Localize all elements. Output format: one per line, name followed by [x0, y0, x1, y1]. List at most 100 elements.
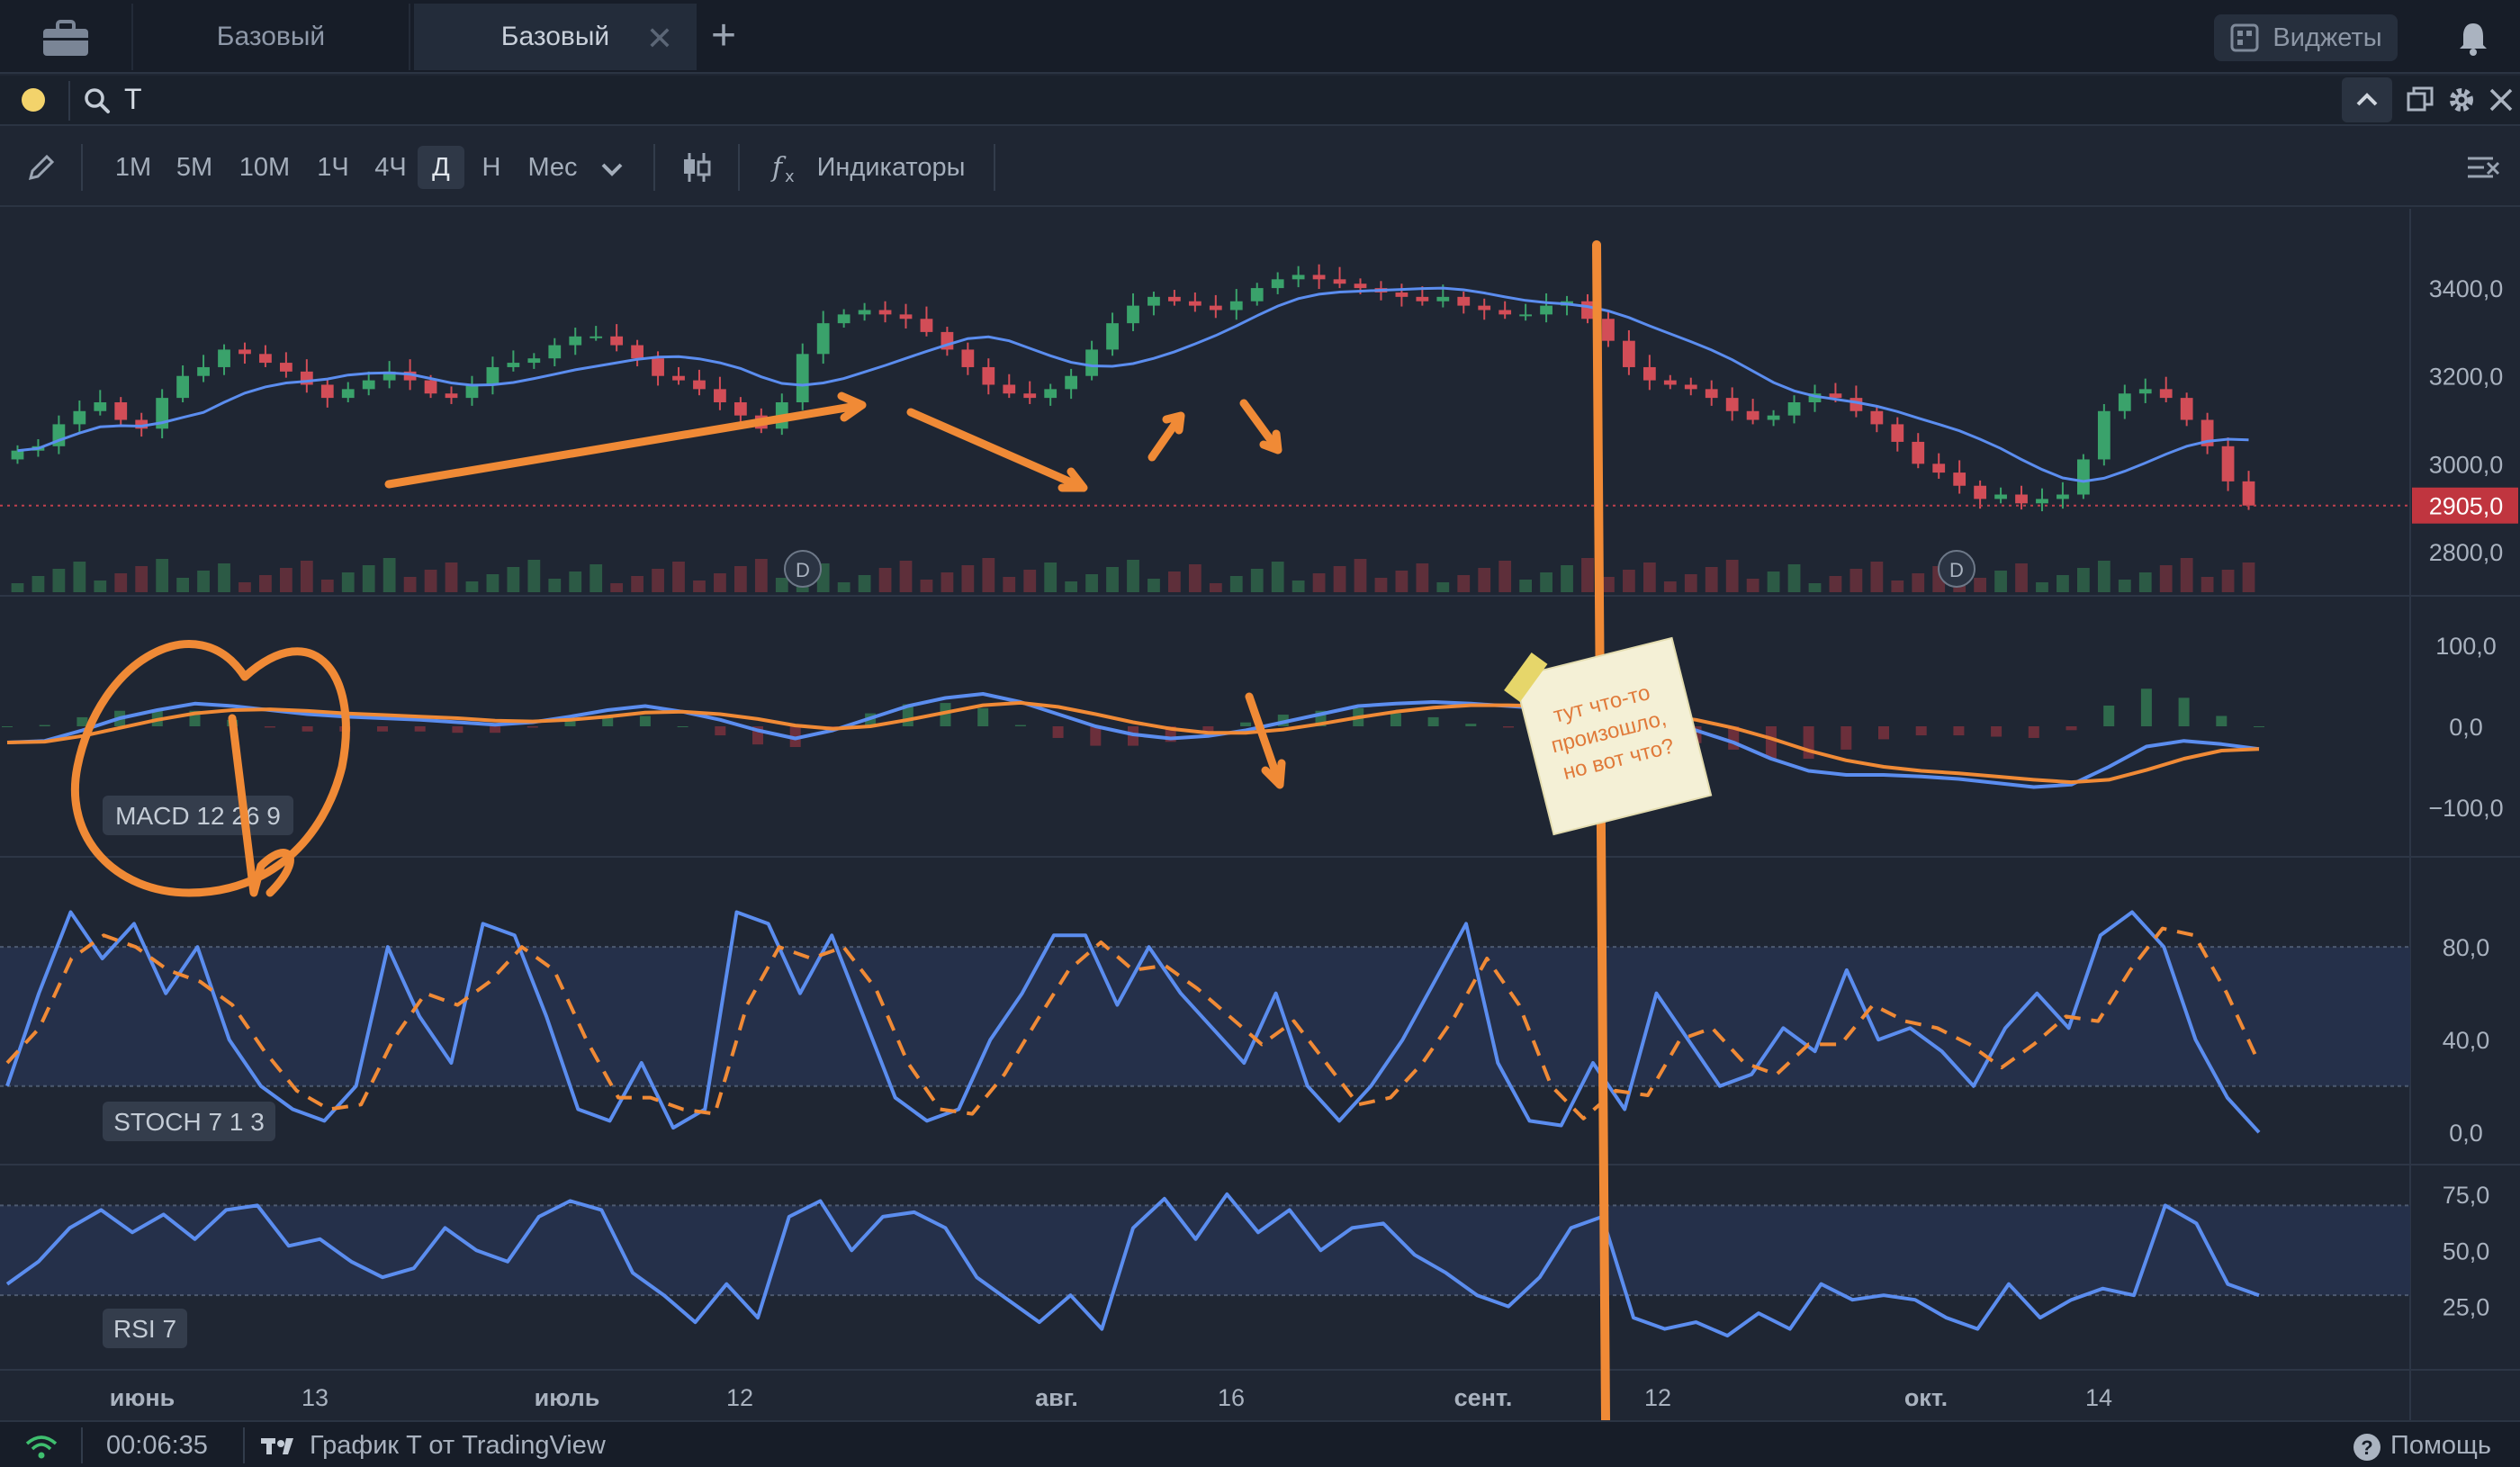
volume-bar [1602, 577, 1615, 592]
hide-panel-icon[interactable] [2466, 151, 2500, 184]
drawing-arrow-small-down[interactable] [1239, 399, 1282, 454]
drawing-arrow-small-up[interactable] [1148, 411, 1185, 462]
chart-area[interactable]: 3400,0 3200,0 3000,0 2800,0 100,0 0,0 −100,0 80… [0, 209, 2520, 1420]
briefcase-icon[interactable] [40, 20, 92, 58]
detach-window-icon[interactable] [2405, 85, 2435, 115]
candle [1250, 288, 1264, 302]
timeframe-month[interactable]: Мес [527, 152, 578, 182]
candle [486, 366, 500, 385]
volume-bar [754, 559, 768, 592]
help-icon[interactable]: ? [2353, 1433, 2381, 1462]
volume-bar [1250, 569, 1264, 592]
x-tick-label: авг. [1035, 1384, 1078, 1411]
candle [362, 380, 375, 390]
widgets-button[interactable]: Виджеты [2214, 14, 2398, 61]
chart-toolbar: 1М 5М 10М 1Ч 4Ч Д Н Мес f x Индикаторы [0, 128, 2520, 207]
divider [653, 144, 655, 191]
volume-bar [1333, 566, 1346, 592]
rsi-label[interactable]: RSI 7 [103, 1309, 187, 1348]
indicators-label: Индикаторы [816, 152, 966, 182]
macd-histogram-bar [677, 726, 688, 727]
candle [837, 314, 850, 324]
macd-histogram-bar [564, 721, 576, 726]
search-icon[interactable] [83, 86, 112, 115]
volume-bar [2180, 558, 2193, 592]
drawing-arrow-down[interactable] [906, 408, 1088, 492]
macd-histogram-bar [1803, 726, 1814, 759]
gear-icon[interactable] [2446, 85, 2477, 115]
help-link[interactable]: Помощь [2390, 1431, 2492, 1460]
candle [1498, 310, 1512, 315]
timeframe-week[interactable]: Н [482, 152, 501, 182]
macd-histogram-bar [39, 724, 50, 726]
candle [1581, 301, 1594, 320]
candle [403, 371, 417, 381]
timeframe-4h[interactable]: 4Ч [374, 152, 407, 182]
drawing-vertical-line[interactable] [1592, 240, 1610, 1420]
timeframe-1h[interactable]: 1Ч [317, 152, 349, 182]
volume-bar [197, 571, 210, 592]
macd-histogram-bar [1427, 716, 1439, 726]
candle [1994, 494, 2007, 500]
dividend-marker[interactable] [784, 550, 822, 588]
volume-bar [1623, 570, 1635, 592]
timeframe-1m[interactable]: 1М [114, 152, 152, 182]
tab-base-2[interactable]: Базовый ✕ [414, 4, 697, 70]
timeframe-5m[interactable]: 5М [176, 152, 213, 182]
chevron-down-icon[interactable] [598, 157, 626, 182]
x-tick-label: 13 [302, 1384, 328, 1411]
tradingview-credit-link[interactable]: График T от TradingView [310, 1431, 606, 1460]
close-tab-icon[interactable]: ✕ [645, 20, 673, 57]
candle [1663, 380, 1677, 385]
indicators-button[interactable]: f x Индикаторы [765, 146, 970, 189]
candle [465, 384, 479, 399]
add-tab-button[interactable]: + [711, 12, 737, 59]
volume-bar [2159, 565, 2173, 592]
y-tick-label: 50,0 [2443, 1238, 2490, 1264]
drawing-scribble[interactable] [228, 714, 294, 897]
drawing-arrow-stoch[interactable] [1245, 692, 1286, 789]
symbol-input[interactable]: T [124, 83, 142, 115]
candle [1229, 301, 1243, 310]
macd-histogram-bar [2178, 698, 2190, 726]
volume-bar [1065, 581, 1078, 592]
candle [1684, 384, 1697, 390]
volume-bar [2097, 561, 2110, 592]
drawing-arrow-up[interactable] [384, 392, 867, 489]
moving-average-line [17, 286, 2249, 483]
timeframe-day[interactable]: Д [418, 146, 464, 189]
candle [1623, 340, 1635, 367]
stoch-label[interactable]: STOCH 7 1 3 [103, 1102, 275, 1141]
macd-histogram-bar [264, 726, 275, 728]
tab-label: Базовый [216, 22, 326, 51]
macd-histogram-bar [1915, 726, 1927, 736]
bell-icon[interactable] [2453, 18, 2493, 58]
drawing-circle[interactable] [70, 640, 350, 897]
macd-histogram-bar [1240, 722, 1252, 726]
dividend-marker[interactable] [1938, 550, 1976, 588]
timeframe-10m[interactable]: 10М [238, 152, 291, 182]
macd-label[interactable]: MACD 12 26 9 [103, 796, 293, 835]
y-tick-label: 25,0 [2443, 1294, 2490, 1321]
y-tick-label: 2800,0 [2429, 539, 2504, 566]
sticky-note[interactable]: тут что-то произошло, но вот что? [1497, 618, 1713, 837]
candle [1395, 292, 1408, 297]
macd-histogram-bar [302, 726, 313, 732]
candle [507, 363, 520, 367]
x-tick-label: июнь [110, 1384, 176, 1411]
symbol-row: T [0, 76, 2520, 126]
candles-icon[interactable] [679, 149, 715, 185]
volume-bar [775, 578, 788, 592]
macd-histogram-bar [414, 726, 426, 732]
y-tick-label: 3200,0 [2429, 364, 2504, 391]
volume-bar [1725, 560, 1739, 592]
volume-bar [382, 558, 396, 592]
close-icon[interactable] [2486, 85, 2516, 115]
pencil-icon[interactable] [25, 151, 58, 184]
volume-bar [11, 583, 24, 592]
tab-base-1[interactable]: Базовый [131, 4, 410, 70]
collapse-button[interactable] [2342, 77, 2392, 122]
indicator-line [5, 926, 2261, 1120]
y-tick-label: 80,0 [2443, 934, 2490, 961]
volume-bar [1436, 582, 1450, 592]
